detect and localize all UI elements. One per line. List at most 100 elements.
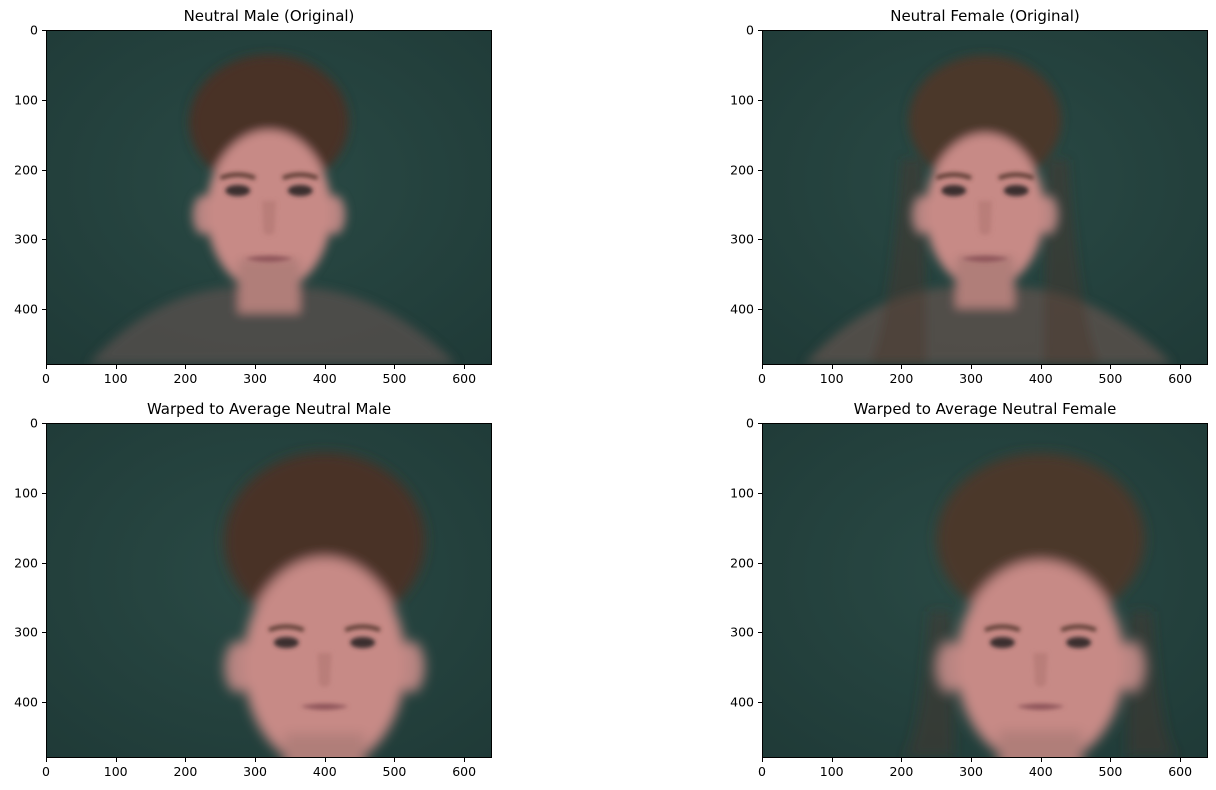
x-tick-mark — [185, 365, 187, 369]
y-tick-mark — [758, 562, 762, 564]
x-tick-mark — [1110, 758, 1112, 762]
subplot-title: Warped to Average Neutral Female — [853, 400, 1117, 418]
x-tick-label: 0 — [758, 371, 766, 386]
x-tick-label: 100 — [819, 764, 844, 779]
subplot-title: Neutral Female (Original) — [890, 7, 1080, 25]
x-tick-mark — [46, 758, 47, 762]
y-tick-mark — [758, 30, 762, 31]
y-tick-mark — [42, 99, 46, 101]
x-tick-mark — [1040, 365, 1042, 369]
x-tick-label: 100 — [103, 371, 128, 386]
x-tick-mark — [324, 758, 326, 762]
face-image — [762, 423, 1208, 758]
y-tick-mark — [42, 30, 46, 31]
x-tick-mark — [1180, 758, 1182, 762]
y-tick-label: 100 — [730, 92, 754, 108]
x-tick-label: 500 — [1098, 764, 1123, 779]
y-tick-mark — [758, 632, 762, 634]
x-tick-label: 400 — [1028, 764, 1053, 779]
x-tick-mark — [464, 365, 466, 369]
x-tick-label: 500 — [1098, 371, 1123, 386]
x-tick-mark — [324, 365, 326, 369]
x-tick-mark — [1040, 758, 1042, 762]
x-tick-label: 600 — [452, 371, 477, 386]
y-tick-mark — [758, 169, 762, 171]
x-tick-label: 200 — [173, 764, 198, 779]
y-tick-mark — [42, 702, 46, 704]
y-tick-label: 200 — [730, 162, 754, 178]
y-tick-mark — [42, 309, 46, 311]
x-tick-mark — [901, 365, 903, 369]
x-tick-mark — [901, 758, 903, 762]
x-tick-mark — [185, 758, 187, 762]
x-tick-label: 500 — [382, 764, 407, 779]
y-tick-mark — [758, 99, 762, 101]
x-tick-label: 100 — [819, 371, 844, 386]
y-tick-mark — [758, 423, 762, 424]
y-tick-label: 300 — [14, 231, 38, 247]
y-tick-mark — [42, 492, 46, 494]
y-tick-label: 100 — [730, 485, 754, 501]
face-image — [46, 30, 492, 365]
x-tick-mark — [255, 365, 257, 369]
x-tick-label: 500 — [382, 371, 407, 386]
x-tick-label: 300 — [959, 764, 983, 779]
y-tick-label: 300 — [730, 624, 754, 640]
x-tick-label: 100 — [103, 764, 128, 779]
y-tick-mark — [42, 169, 46, 171]
x-tick-mark — [831, 365, 833, 369]
y-tick-label: 100 — [14, 92, 38, 108]
x-tick-label: 600 — [1168, 764, 1193, 779]
y-tick-label: 300 — [730, 231, 754, 247]
x-tick-label: 200 — [889, 371, 914, 386]
x-tick-mark — [1110, 365, 1112, 369]
x-tick-mark — [762, 758, 763, 762]
x-tick-mark — [255, 758, 257, 762]
subplot-title: Neutral Male (Original) — [183, 7, 355, 25]
y-tick-label: 300 — [14, 624, 38, 640]
x-tick-label: 0 — [42, 764, 50, 779]
y-tick-label: 0 — [746, 415, 754, 431]
x-tick-label: 400 — [312, 371, 337, 386]
x-tick-mark — [831, 758, 833, 762]
x-tick-mark — [464, 758, 466, 762]
x-tick-label: 200 — [173, 371, 198, 386]
face-image — [46, 423, 492, 758]
y-tick-mark — [758, 492, 762, 494]
x-tick-mark — [115, 758, 117, 762]
y-tick-mark — [42, 423, 46, 424]
x-tick-mark — [971, 365, 973, 369]
x-tick-label: 300 — [959, 371, 983, 386]
y-tick-label: 0 — [30, 415, 38, 431]
x-tick-label: 400 — [1028, 371, 1053, 386]
x-tick-mark — [762, 365, 763, 369]
x-tick-label: 300 — [243, 764, 267, 779]
face-image — [762, 30, 1208, 365]
x-tick-label: 200 — [889, 764, 914, 779]
x-tick-mark — [394, 365, 396, 369]
x-tick-mark — [46, 365, 47, 369]
x-tick-mark — [115, 365, 117, 369]
y-tick-label: 400 — [730, 694, 754, 710]
x-tick-mark — [394, 758, 396, 762]
y-tick-label: 200 — [14, 162, 38, 178]
y-tick-mark — [42, 562, 46, 564]
y-tick-label: 200 — [730, 555, 754, 571]
y-tick-label: 0 — [746, 22, 754, 38]
y-tick-label: 100 — [14, 485, 38, 501]
y-tick-label: 0 — [30, 22, 38, 38]
y-tick-mark — [42, 239, 46, 241]
y-tick-label: 200 — [14, 555, 38, 571]
y-tick-mark — [42, 632, 46, 634]
x-tick-label: 400 — [312, 764, 337, 779]
y-tick-label: 400 — [14, 694, 38, 710]
x-tick-label: 600 — [452, 764, 477, 779]
x-tick-mark — [971, 758, 973, 762]
y-tick-label: 400 — [730, 301, 754, 317]
x-tick-label: 600 — [1168, 371, 1193, 386]
x-tick-mark — [1180, 365, 1182, 369]
y-tick-mark — [758, 239, 762, 241]
x-tick-label: 300 — [243, 371, 267, 386]
y-tick-mark — [758, 702, 762, 704]
y-tick-label: 400 — [14, 301, 38, 317]
